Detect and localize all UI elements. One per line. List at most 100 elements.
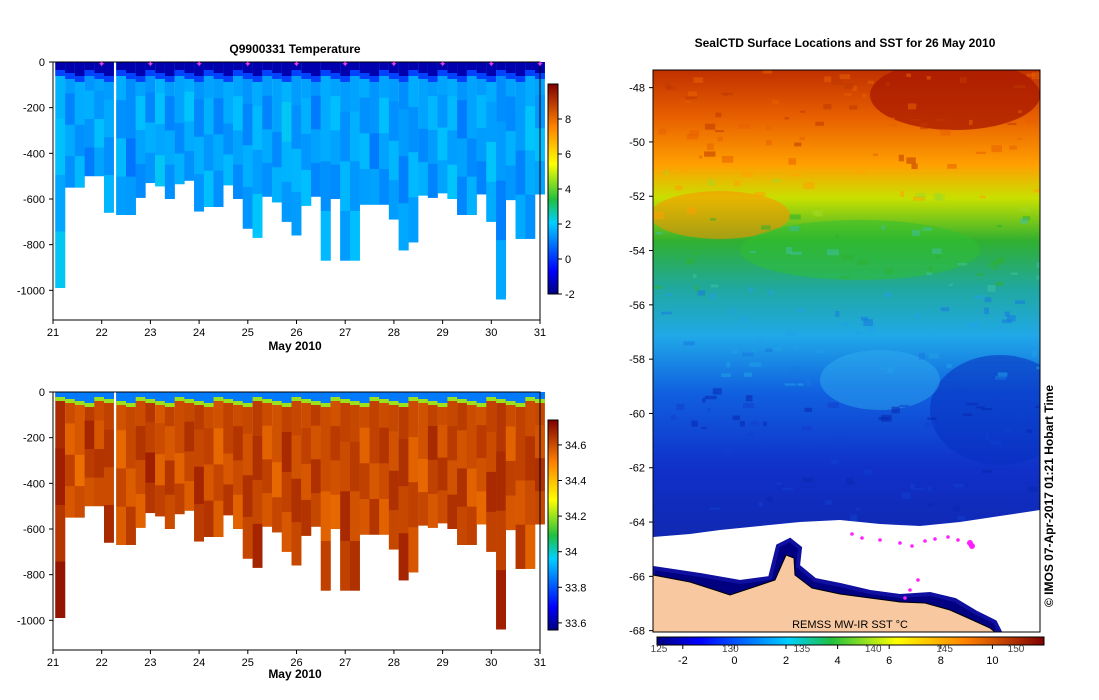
profile-band xyxy=(145,92,156,123)
profile-band xyxy=(447,494,458,529)
halocline-layer xyxy=(135,397,146,401)
winter-water-layer xyxy=(408,70,419,76)
profile-band xyxy=(340,161,351,211)
salinity-colorbar-ticks: 33.6 33.8 34 34.2 34.4 34.6 xyxy=(558,440,586,630)
profile-band xyxy=(427,459,438,494)
sst-pixel-patch xyxy=(708,179,714,186)
sst-pixel-patch xyxy=(754,192,766,197)
sst-pixel-patch xyxy=(835,311,840,317)
surface-layer xyxy=(116,392,127,401)
sst-pixel-patch xyxy=(846,477,854,485)
profile-band xyxy=(437,94,448,128)
sst-pixel-patch xyxy=(786,330,797,336)
profile-band xyxy=(466,430,477,469)
surface-layer xyxy=(340,62,351,76)
winter-water-layer xyxy=(369,76,380,82)
surface-layer xyxy=(84,392,95,403)
surface-layer xyxy=(379,62,390,70)
surface-layer xyxy=(194,62,204,76)
sst-pixel-patch xyxy=(885,82,890,86)
sst-pixel-patch xyxy=(984,307,989,315)
colorbar-tick-label: 8 xyxy=(565,114,571,126)
sst-pixel-patch xyxy=(991,145,1002,153)
temperature-plot-area xyxy=(55,62,545,300)
profile-band xyxy=(457,100,467,139)
profile-band xyxy=(476,491,487,525)
sst-pixel-patch xyxy=(911,163,918,170)
surface-layer xyxy=(281,392,292,403)
sst-pixel-patch xyxy=(924,422,937,428)
winter-water-layer xyxy=(466,70,477,76)
sst-pixel-patch xyxy=(957,516,965,521)
sst-pixel-patch xyxy=(910,483,915,490)
profile-band xyxy=(281,181,292,222)
profile-band xyxy=(301,499,312,536)
profile-band xyxy=(505,96,516,131)
seal-location-point xyxy=(850,532,854,536)
sst-pixel-patch xyxy=(927,486,932,491)
halocline-layer xyxy=(369,397,380,401)
profile-band xyxy=(496,240,506,300)
profile-band xyxy=(388,510,399,550)
salinity-colorbar xyxy=(547,419,559,631)
y-tick-label: -1000 xyxy=(17,615,45,627)
profile-band xyxy=(505,131,516,166)
halocline-layer xyxy=(262,399,273,403)
colorbar-tick-label: 6 xyxy=(565,149,571,161)
colorbar-tick-label: 34 xyxy=(565,547,577,559)
surface-layer xyxy=(447,62,458,73)
profile-band xyxy=(272,497,282,533)
surface-layer xyxy=(427,392,438,401)
profile-band xyxy=(486,181,497,222)
sst-pixel-patch xyxy=(806,443,813,448)
sst-pixel-patch xyxy=(772,347,782,351)
halocline-layer xyxy=(447,397,458,401)
profile-band xyxy=(174,483,185,515)
sst-pixel-patch xyxy=(969,119,973,125)
surface-layer xyxy=(65,392,75,399)
y-tick-label: -200 xyxy=(23,433,45,445)
profile-band xyxy=(466,138,477,177)
profile-band xyxy=(116,100,127,139)
profile-band xyxy=(515,194,526,239)
profile-band xyxy=(135,459,146,494)
sst-colorbar-alt-label: 125 xyxy=(651,644,668,655)
sst-pixel-patch xyxy=(805,378,811,386)
sst-pixel-patch xyxy=(1033,189,1040,193)
sst-pixel-patch xyxy=(701,426,707,429)
profile-band xyxy=(515,524,526,569)
sst-pixel-patch xyxy=(788,158,797,165)
surface-layer xyxy=(418,62,429,73)
profile-band xyxy=(74,156,85,188)
profile-band xyxy=(408,527,419,573)
salinity-x-label: May 2010 xyxy=(268,667,322,681)
surface-layer xyxy=(418,392,429,399)
seal-surface-locations xyxy=(850,532,975,600)
profile-column xyxy=(505,392,516,531)
x-tick-label: 24 xyxy=(193,327,205,339)
halocline-layer xyxy=(311,401,321,405)
halocline-layer xyxy=(359,403,370,407)
y-tick-label: -600 xyxy=(23,194,45,206)
profile-band xyxy=(145,422,156,453)
winter-water-layer xyxy=(418,73,429,79)
profile-band xyxy=(369,499,380,535)
halocline-layer xyxy=(398,403,409,407)
profile-band xyxy=(194,466,204,505)
sst-pixel-patch xyxy=(720,373,732,377)
profile-band xyxy=(104,429,114,468)
sst-pixel-patch xyxy=(908,103,917,110)
profile-band xyxy=(242,475,253,517)
sst-pixel-patch xyxy=(1036,275,1040,280)
sst-pixel-patch xyxy=(855,507,860,511)
profile-band xyxy=(496,451,506,511)
sst-pixel-patch xyxy=(704,123,716,130)
profile-band xyxy=(55,505,66,562)
profile-band xyxy=(262,95,273,130)
seal-location-point xyxy=(908,588,912,592)
sst-pixel-patch xyxy=(891,406,900,414)
surface-layer xyxy=(65,62,75,73)
halocline-layer xyxy=(466,401,477,405)
sst-pixel-patch xyxy=(791,251,802,255)
profile-band xyxy=(74,124,85,157)
